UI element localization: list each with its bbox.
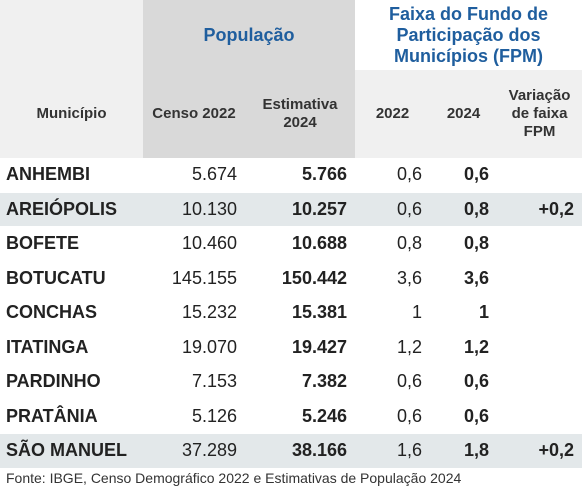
table-cell: BOFETE: [0, 226, 143, 262]
table-cell: 15.381: [245, 295, 355, 331]
table-cell: AREIÓPOLIS: [0, 192, 143, 227]
table-cell: 145.155: [143, 261, 245, 296]
table-cell: 10.460: [143, 226, 245, 262]
table-row: SÃO MANUEL 37.289 38.166 1,6 1,8 +0,2: [0, 433, 582, 469]
table-cell: 38.166: [245, 433, 355, 469]
source-note: Fonte: IBGE, Censo Demográfico 2022 e Es…: [6, 470, 462, 486]
table-cell: 1,8: [430, 433, 497, 469]
column-header: Município: [0, 70, 143, 158]
table-cell: 0,8: [355, 226, 430, 262]
column-header: 2024: [430, 70, 497, 158]
table-row: PRATÂNIA 5.126 5.246 0,6 0,6: [0, 399, 582, 434]
table-cell: 5.766: [245, 158, 355, 193]
table-row: ANHEMBI 5.674 5.766 0,6 0,6: [0, 158, 582, 193]
table-row: BOTUCATU 145.155 150.442 3,6 3,6: [0, 261, 582, 296]
table-cell: 1,2: [355, 330, 430, 365]
table-cell: 0,6: [430, 364, 497, 400]
table-cell: PRATÂNIA: [0, 399, 143, 434]
table-cell: 0,8: [430, 226, 497, 262]
table-cell: ANHEMBI: [0, 158, 143, 193]
table-cell: 15.232: [143, 295, 245, 331]
table-cell: 1: [430, 295, 497, 331]
group-header: População: [143, 0, 355, 70]
table-cell: 0,6: [355, 158, 430, 193]
table-row: CONCHAS 15.232 15.381 1 1: [0, 295, 582, 331]
table-cell: 1,6: [355, 433, 430, 469]
table-cell: 0,8: [430, 192, 497, 227]
table-cell: +0,2: [497, 192, 582, 227]
table-cell: 1: [355, 295, 430, 331]
table-cell: 37.289: [143, 433, 245, 469]
table-body: ANHEMBI 5.674 5.766 0,6 0,6 AREIÓPOLIS 10.130 1…: [0, 158, 582, 469]
table-cell: PARDINHO: [0, 364, 143, 400]
table-cell: [497, 364, 582, 400]
table-row: ITATINGA 19.070 19.427 1,2 1,2: [0, 330, 582, 365]
table-cell: 0,6: [355, 399, 430, 434]
table-cell: 19.427: [245, 330, 355, 365]
column-header: Variação de faixa FPM: [497, 70, 582, 158]
table-cell: [497, 399, 582, 434]
table-cell: 19.070: [143, 330, 245, 365]
table-cell: 5.674: [143, 158, 245, 193]
table-cell: [497, 158, 582, 193]
table-cell: 0,6: [430, 399, 497, 434]
table-cell: 1,2: [430, 330, 497, 365]
table-cell: 150.442: [245, 261, 355, 296]
table-cell: 5.126: [143, 399, 245, 434]
table-cell: [497, 330, 582, 365]
table-cell: [497, 261, 582, 296]
table-cell: 10.257: [245, 192, 355, 227]
table-cell: 7.153: [143, 364, 245, 400]
population-table: População Faixa do Fundo de Participação…: [0, 0, 582, 469]
table-cell: +0,2: [497, 433, 582, 469]
table-cell: BOTUCATU: [0, 261, 143, 296]
table-cell: [497, 226, 582, 262]
table-row: AREIÓPOLIS 10.130 10.257 0,6 0,8 +0,2: [0, 192, 582, 227]
table-cell: SÃO MANUEL: [0, 433, 143, 469]
column-header: 2022: [355, 70, 430, 158]
table-row: PARDINHO 7.153 7.382 0,6 0,6: [0, 364, 582, 400]
table-cell: 0,6: [355, 364, 430, 400]
table-cell: 7.382: [245, 364, 355, 400]
table-cell: 0,6: [430, 158, 497, 193]
table-cell: 0,6: [355, 192, 430, 227]
table-cell: [497, 295, 582, 331]
table-cell: ITATINGA: [0, 330, 143, 365]
table-cell: 10.130: [143, 192, 245, 227]
table-cell: 5.246: [245, 399, 355, 434]
table-cell: 3,6: [355, 261, 430, 296]
column-header: Estimativa 2024: [245, 70, 355, 158]
corner: [0, 0, 143, 70]
column-header: Censo 2022: [143, 70, 245, 158]
table-cell: 3,6: [430, 261, 497, 296]
table-cell: CONCHAS: [0, 295, 143, 331]
group-header: Faixa do Fundo de Participação dos Munic…: [389, 3, 549, 66]
table-row: BOFETE 10.460 10.688 0,8 0,8: [0, 226, 582, 262]
table-cell: 10.688: [245, 226, 355, 262]
